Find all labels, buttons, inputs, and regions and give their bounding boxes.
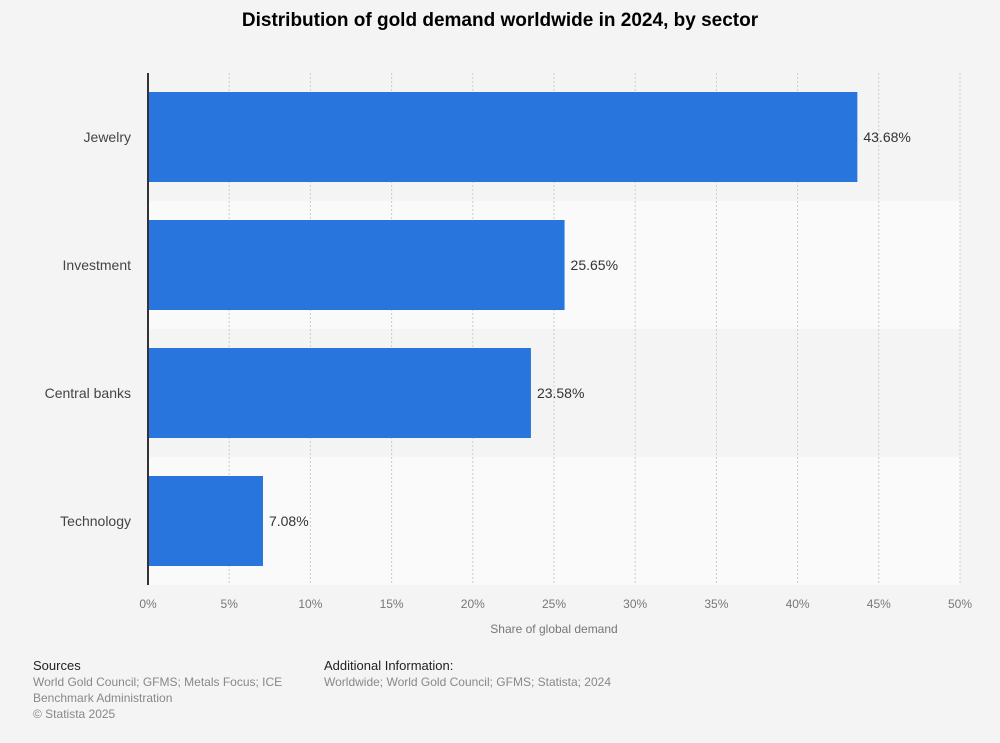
category-label: Investment [63,257,132,273]
bar [148,348,531,438]
x-tick-label: 30% [623,597,647,611]
x-tick-label: 45% [867,597,891,611]
category-label: Jewelry [84,129,131,145]
copyright: © Statista 2025 [33,707,116,721]
data-label: 7.08% [269,513,309,529]
x-tick-label: 40% [786,597,810,611]
bar [148,220,565,310]
additional-info-title: Additional Information: [324,658,454,673]
category-label: Central banks [45,385,131,401]
x-tick-label: 5% [221,597,239,611]
x-tick-label: 50% [948,597,972,611]
x-tick-label: 35% [704,597,728,611]
additional-info-text: Worldwide; World Gold Council; GFMS; Sta… [324,675,612,689]
sources-line: World Gold Council; GFMS; Metals Focus; … [33,675,283,689]
x-tick-label: 10% [298,597,322,611]
x-tick-label: 25% [542,597,566,611]
bar [148,476,263,566]
x-tick-label: 20% [461,597,485,611]
x-tick-label: 15% [380,597,404,611]
data-label: 23.58% [537,385,584,401]
data-label: 43.68% [863,129,910,145]
additional-info-block: Additional Information: Worldwide; World… [324,658,611,690]
category-label: Technology [60,513,131,529]
chart-title: Distribution of gold demand worldwide in… [241,10,759,31]
data-label: 25.65% [571,257,618,273]
bar-chart: 0% 5% 10% 15% 20% 25% 30% 35% 40% 45% 50% Jewelry 43… [45,73,972,636]
x-axis-label: Share of global demand [490,622,617,636]
x-tick-label: 0% [139,597,157,611]
sources-title: Sources [33,658,81,673]
sources-block: Sources World Gold Council; GFMS; Metals… [33,658,282,722]
bar [148,92,858,182]
sources-line: Benchmark Administration [33,691,173,705]
